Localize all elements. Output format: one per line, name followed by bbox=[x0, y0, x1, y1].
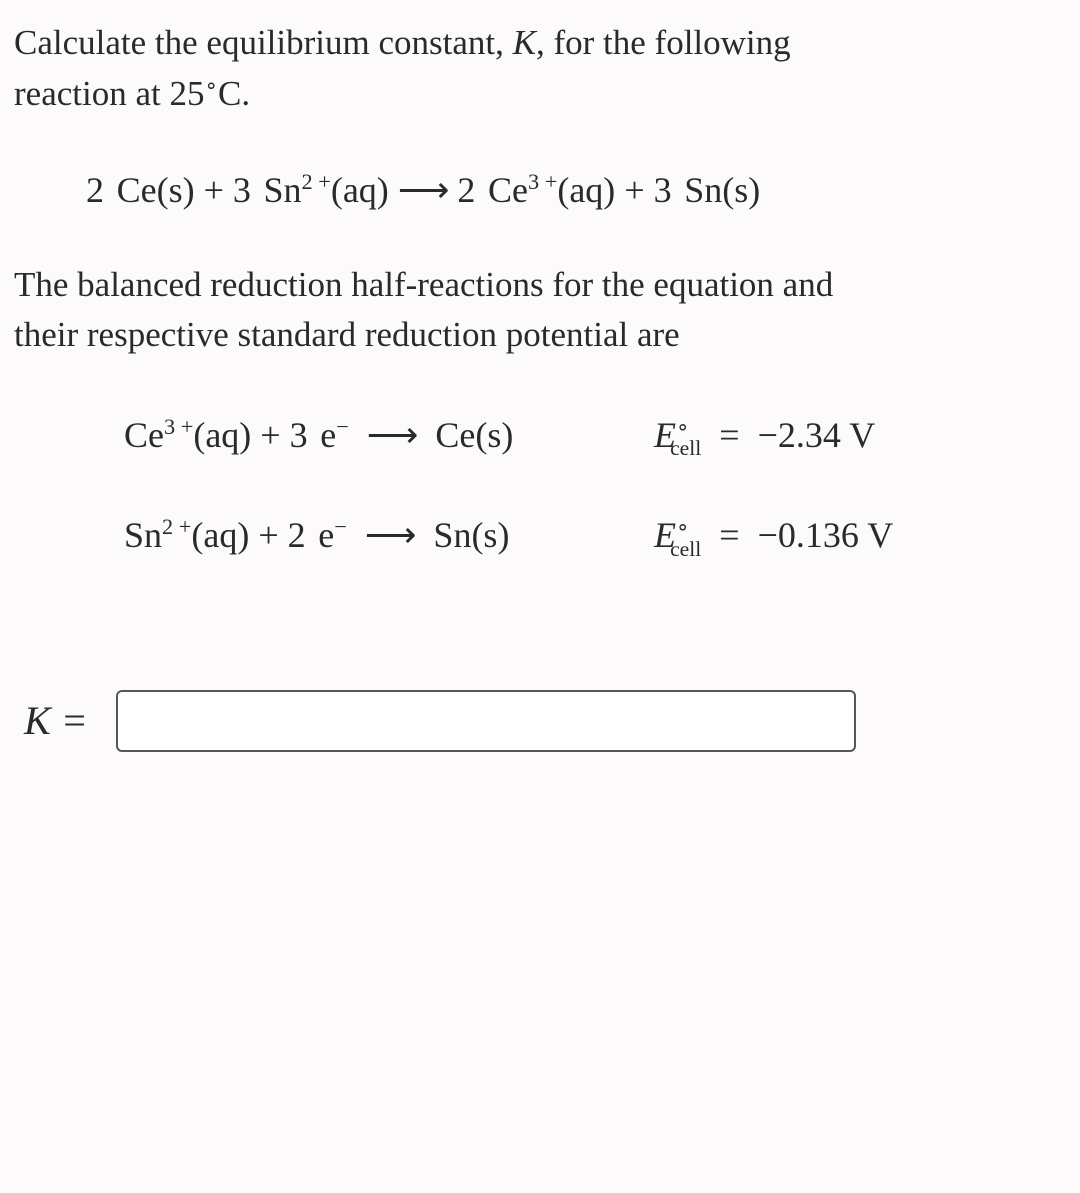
half2-l-state: (aq) bbox=[191, 515, 249, 555]
answer-eq: = bbox=[51, 698, 88, 743]
half2-e: e bbox=[318, 515, 334, 555]
mid-text: The balanced reduction half-reactions fo… bbox=[14, 260, 1066, 362]
overall-reaction: 2Ce(s) + 3Sn2 +(aq) ⟶ 2Ce3 +(aq) + 3Sn(s… bbox=[86, 164, 1066, 216]
half2-r: Sn(s) bbox=[433, 515, 509, 555]
half1-potential: E∘cell = −2.34 V bbox=[654, 409, 1024, 461]
half1-l-charge-n: 3 bbox=[164, 414, 175, 439]
ecell-symbol: E∘cell bbox=[654, 515, 701, 555]
half2-equation: Sn2 +(aq) + 2e− ⟶ Sn(s) bbox=[124, 509, 654, 561]
coef-3: 2 bbox=[457, 170, 475, 210]
answer-k: K bbox=[24, 698, 51, 743]
plus-2: + bbox=[624, 170, 644, 210]
coef-4: 3 bbox=[654, 170, 672, 210]
half2-val: −0.136 V bbox=[758, 515, 894, 555]
intro-line1-post: , for the following bbox=[536, 23, 791, 62]
half1-eminus: − bbox=[336, 414, 349, 439]
half-reaction-1: Ce3 +(aq) + 3e− ⟶ Ce(s) E∘cell = −2.34 V bbox=[124, 409, 1066, 461]
problem-page: Calculate the equilibrium constant, K, f… bbox=[0, 0, 1080, 1193]
arrow-icon: ⟶ bbox=[365, 509, 416, 561]
ecell-symbol: E∘cell bbox=[654, 415, 701, 455]
species-2-charge-n: 2 bbox=[302, 169, 313, 194]
degree-icon: ∘ bbox=[204, 73, 218, 97]
answer-row: K = bbox=[24, 690, 1066, 752]
half1-val: −2.34 V bbox=[758, 415, 876, 455]
half2-l-el: Sn bbox=[124, 515, 162, 555]
half2-ecoef: 2 bbox=[288, 515, 306, 555]
species-4: Sn(s) bbox=[684, 170, 760, 210]
half1-plus: + bbox=[260, 415, 280, 455]
answer-label: K = bbox=[24, 692, 88, 750]
species-3-el: Ce bbox=[488, 170, 528, 210]
half-reactions: Ce3 +(aq) + 3e− ⟶ Ce(s) E∘cell = −2.34 V… bbox=[124, 409, 1066, 561]
species-2-el: Sn bbox=[263, 170, 301, 210]
mid-line1: The balanced reduction half-reactions fo… bbox=[14, 265, 833, 304]
half1-l-charge-s: + bbox=[181, 414, 194, 439]
intro-text: Calculate the equilibrium constant, K, f… bbox=[14, 18, 1066, 120]
half1-ecoef: 3 bbox=[290, 415, 308, 455]
species-2-state: (aq) bbox=[331, 170, 389, 210]
coef-1: 2 bbox=[86, 170, 104, 210]
species-3-state: (aq) bbox=[557, 170, 615, 210]
arrow-icon: ⟶ bbox=[398, 164, 449, 216]
mid-line2: their respective standard reduction pote… bbox=[14, 315, 680, 354]
half2-plus: + bbox=[258, 515, 278, 555]
intro-line2-pre: reaction at bbox=[14, 74, 169, 113]
answer-input[interactable] bbox=[116, 690, 856, 752]
half1-r: Ce(s) bbox=[435, 415, 513, 455]
arrow-icon: ⟶ bbox=[367, 409, 418, 461]
intro-line1-pre: Calculate the equilibrium constant, bbox=[14, 23, 513, 62]
species-3-charge-n: 3 bbox=[528, 169, 539, 194]
half2-l-charge-n: 2 bbox=[162, 514, 173, 539]
species-3-charge-s: + bbox=[545, 169, 558, 194]
intro-temp-unit: C bbox=[218, 74, 241, 113]
half2-eminus: − bbox=[334, 514, 347, 539]
half1-e: e bbox=[320, 415, 336, 455]
species-1: Ce(s) bbox=[117, 170, 195, 210]
plus-1: + bbox=[204, 170, 224, 210]
intro-k: K bbox=[513, 23, 536, 62]
intro-line2-post: . bbox=[241, 74, 250, 113]
species-2-charge-s: + bbox=[318, 169, 331, 194]
half2-eq: = bbox=[719, 515, 739, 555]
half-reaction-2: Sn2 +(aq) + 2e− ⟶ Sn(s) E∘cell = −0.136 … bbox=[124, 509, 1066, 561]
half1-l-state: (aq) bbox=[193, 415, 251, 455]
half2-l-charge-s: + bbox=[179, 514, 192, 539]
half1-equation: Ce3 +(aq) + 3e− ⟶ Ce(s) bbox=[124, 409, 654, 461]
half1-eq: = bbox=[719, 415, 739, 455]
half1-l-el: Ce bbox=[124, 415, 164, 455]
half2-potential: E∘cell = −0.136 V bbox=[654, 509, 1024, 561]
coef-2: 3 bbox=[233, 170, 251, 210]
intro-temp-val: 25 bbox=[169, 74, 204, 113]
